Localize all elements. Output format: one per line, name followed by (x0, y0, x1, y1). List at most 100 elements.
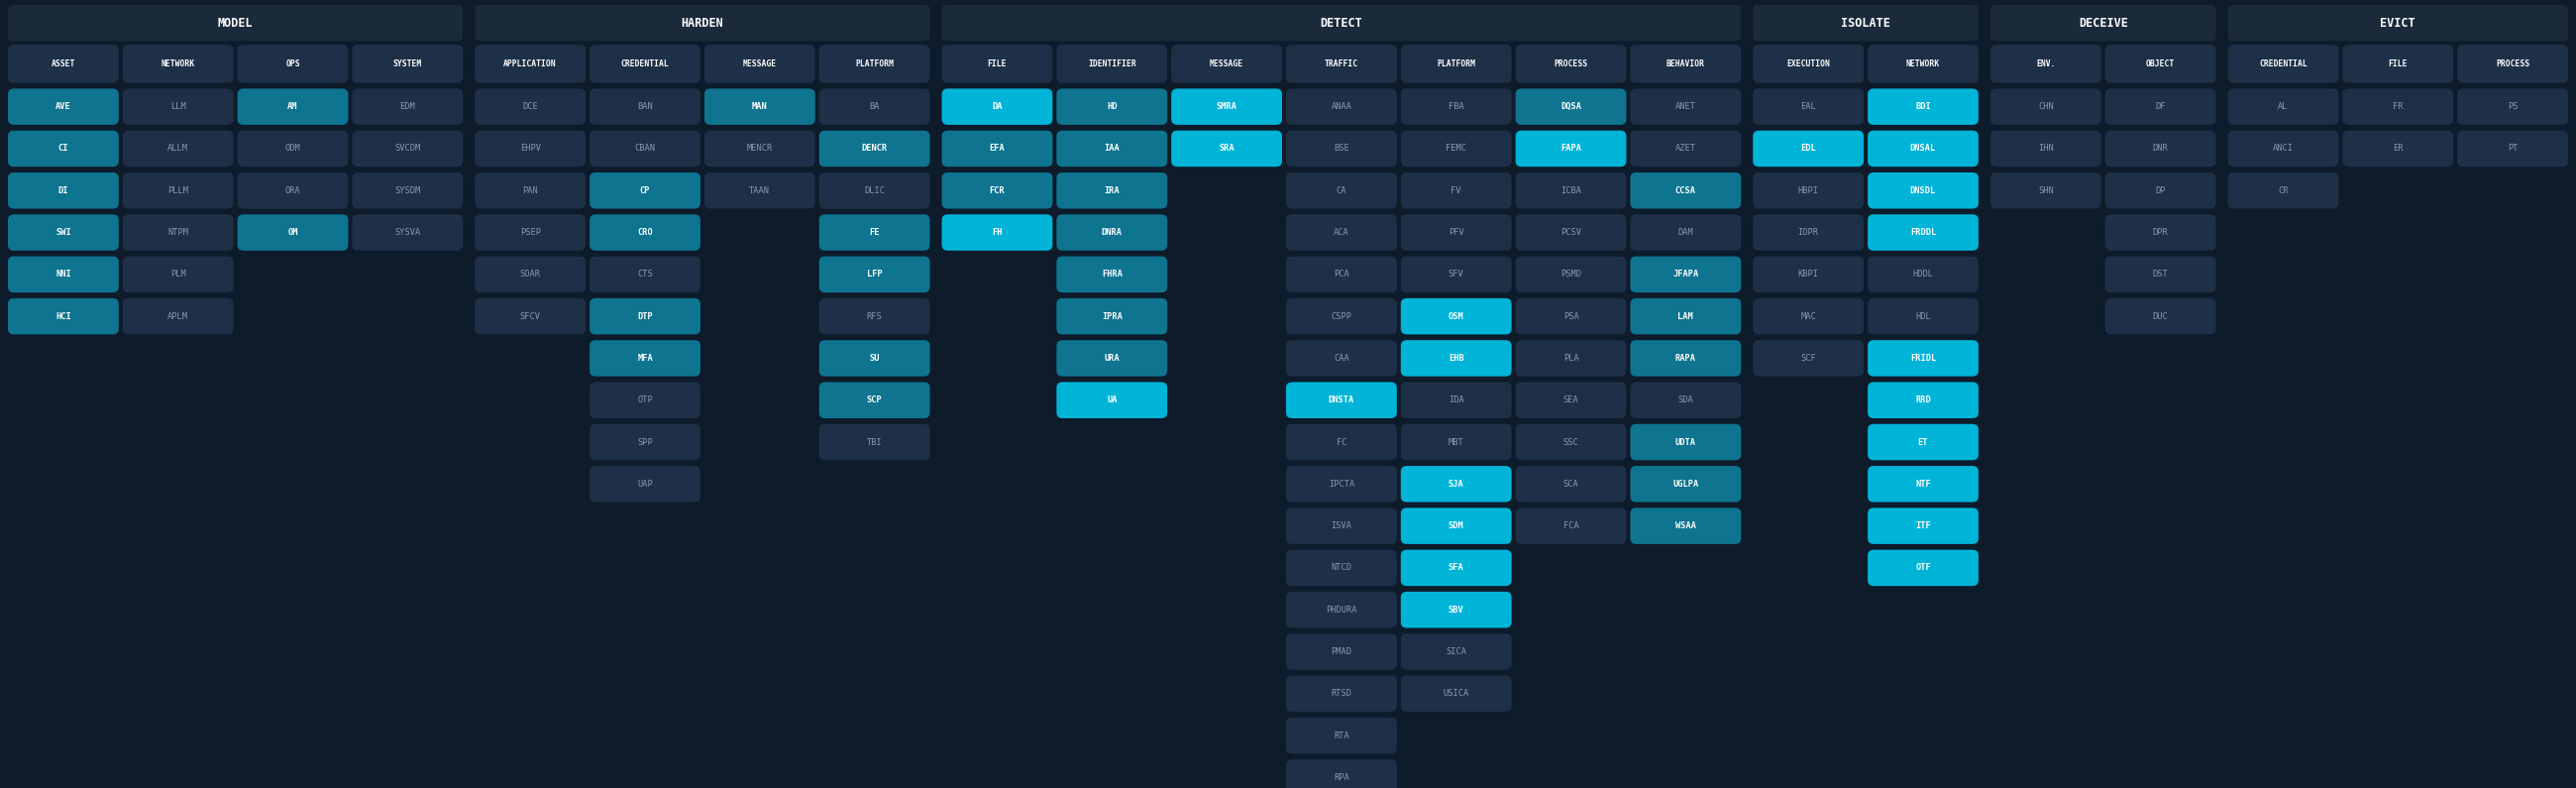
Text: WSAA: WSAA (1674, 522, 1695, 530)
FancyBboxPatch shape (237, 45, 348, 83)
Text: MESSAGE: MESSAGE (1211, 59, 1244, 69)
Text: SCA: SCA (1564, 480, 1579, 489)
Text: PLATFORM: PLATFORM (1437, 59, 1476, 69)
Text: ISOLATE: ISOLATE (1842, 17, 1891, 29)
FancyBboxPatch shape (1868, 173, 1978, 209)
FancyBboxPatch shape (1401, 507, 1512, 544)
Text: NNI: NNI (57, 270, 72, 279)
Text: NETWORK: NETWORK (162, 59, 196, 69)
Text: HDDL: HDDL (1911, 270, 1935, 279)
Text: NTF: NTF (1917, 480, 1932, 489)
FancyBboxPatch shape (2228, 5, 2568, 41)
FancyBboxPatch shape (1752, 340, 1862, 377)
FancyBboxPatch shape (1401, 675, 1512, 712)
Text: DNSTA: DNSTA (1329, 396, 1355, 404)
FancyBboxPatch shape (1868, 466, 1978, 502)
Text: SEA: SEA (1564, 396, 1579, 404)
Text: URA: URA (1105, 354, 1121, 362)
FancyBboxPatch shape (819, 214, 930, 251)
Text: PLATFORM: PLATFORM (855, 59, 894, 69)
Text: FCR: FCR (989, 186, 1005, 195)
Text: EHB: EHB (1448, 354, 1463, 362)
FancyBboxPatch shape (1991, 131, 2102, 167)
Text: IRA: IRA (1105, 186, 1121, 195)
FancyBboxPatch shape (1285, 424, 1396, 460)
FancyBboxPatch shape (590, 131, 701, 167)
FancyBboxPatch shape (1285, 507, 1396, 544)
FancyBboxPatch shape (1056, 173, 1167, 209)
Text: DNSAL: DNSAL (1909, 144, 1937, 153)
FancyBboxPatch shape (1631, 214, 1741, 251)
FancyBboxPatch shape (1285, 256, 1396, 292)
Text: APPLICATION: APPLICATION (505, 59, 556, 69)
Text: DP: DP (2156, 186, 2166, 195)
Text: FH: FH (992, 228, 1002, 237)
FancyBboxPatch shape (1056, 88, 1167, 125)
FancyBboxPatch shape (1631, 298, 1741, 334)
Text: SOAR: SOAR (520, 270, 541, 279)
FancyBboxPatch shape (1172, 131, 1283, 167)
Text: NETWORK: NETWORK (1906, 59, 1940, 69)
FancyBboxPatch shape (2228, 45, 2339, 83)
FancyBboxPatch shape (1631, 45, 1741, 83)
FancyBboxPatch shape (1401, 214, 1512, 251)
FancyBboxPatch shape (124, 214, 234, 251)
Text: FR: FR (2393, 102, 2403, 111)
FancyBboxPatch shape (1631, 256, 1741, 292)
FancyBboxPatch shape (1515, 507, 1625, 544)
FancyBboxPatch shape (1752, 298, 1862, 334)
Text: FCA: FCA (1564, 522, 1579, 530)
Text: SSC: SSC (1564, 437, 1579, 447)
Text: PHDURA: PHDURA (1327, 605, 1358, 615)
Text: BEHAVIOR: BEHAVIOR (1667, 59, 1705, 69)
Text: SFCV: SFCV (520, 312, 541, 321)
Text: ODM: ODM (286, 144, 301, 153)
FancyBboxPatch shape (8, 5, 464, 41)
FancyBboxPatch shape (1868, 45, 1978, 83)
Text: DENCR: DENCR (860, 144, 889, 153)
Text: BSE: BSE (1334, 144, 1350, 153)
Text: ASSET: ASSET (52, 59, 75, 69)
FancyBboxPatch shape (1401, 466, 1512, 502)
FancyBboxPatch shape (124, 45, 234, 83)
FancyBboxPatch shape (819, 45, 930, 83)
Text: AL: AL (2277, 102, 2287, 111)
FancyBboxPatch shape (2458, 88, 2568, 125)
FancyBboxPatch shape (1056, 340, 1167, 377)
Text: FE: FE (868, 228, 878, 237)
FancyBboxPatch shape (590, 214, 701, 251)
Text: DLIC: DLIC (863, 186, 886, 195)
Text: UDTA: UDTA (1674, 437, 1695, 447)
Text: CAA: CAA (1334, 354, 1350, 362)
FancyBboxPatch shape (8, 214, 118, 251)
FancyBboxPatch shape (1285, 675, 1396, 712)
Text: ORA: ORA (286, 186, 301, 195)
Text: SCP: SCP (866, 396, 884, 404)
Text: SFA: SFA (1448, 563, 1463, 572)
FancyBboxPatch shape (1868, 507, 1978, 544)
FancyBboxPatch shape (353, 214, 464, 251)
FancyBboxPatch shape (590, 173, 701, 209)
Text: EDM: EDM (399, 102, 415, 111)
FancyBboxPatch shape (819, 340, 930, 377)
FancyBboxPatch shape (1868, 256, 1978, 292)
FancyBboxPatch shape (1285, 717, 1396, 753)
Text: DST: DST (2154, 270, 2169, 279)
FancyBboxPatch shape (2342, 88, 2452, 125)
FancyBboxPatch shape (8, 131, 118, 167)
FancyBboxPatch shape (1868, 88, 1978, 125)
Text: DPR: DPR (2154, 228, 2169, 237)
FancyBboxPatch shape (1285, 88, 1396, 125)
FancyBboxPatch shape (474, 88, 585, 125)
FancyBboxPatch shape (1401, 256, 1512, 292)
Text: CA: CA (1337, 186, 1347, 195)
FancyBboxPatch shape (590, 298, 701, 334)
FancyBboxPatch shape (1631, 382, 1741, 418)
Text: MBT: MBT (1448, 437, 1463, 447)
FancyBboxPatch shape (819, 173, 930, 209)
FancyBboxPatch shape (1868, 550, 1978, 586)
FancyBboxPatch shape (1752, 131, 1862, 167)
FancyBboxPatch shape (237, 173, 348, 209)
FancyBboxPatch shape (2228, 131, 2339, 167)
Text: PLA: PLA (1564, 354, 1579, 362)
